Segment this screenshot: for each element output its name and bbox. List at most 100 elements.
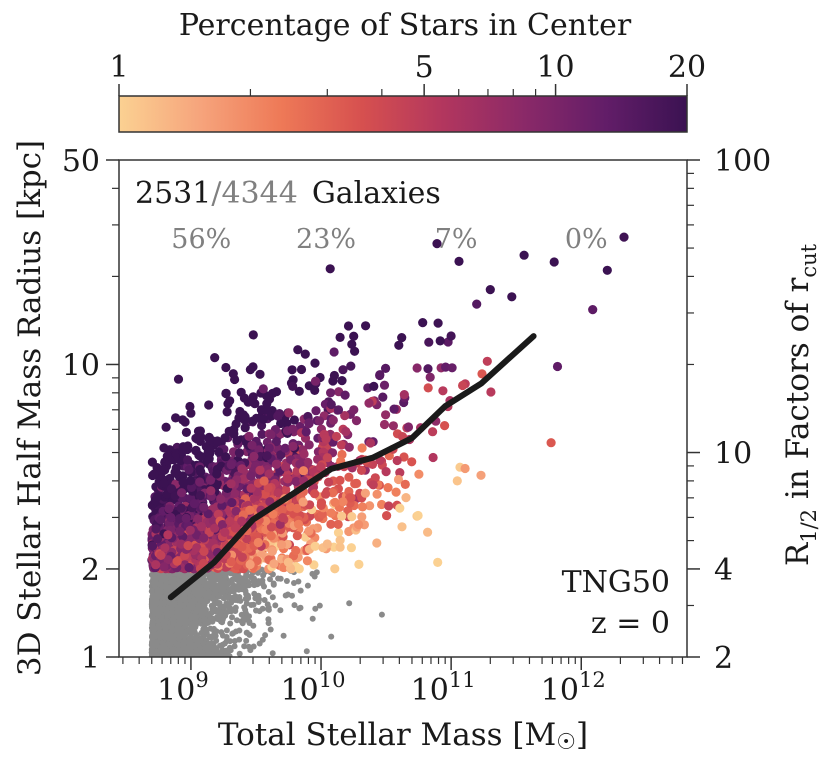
gray-point [217,581,224,588]
gray-point [291,602,298,609]
gray-point [150,596,157,603]
colored-point [226,460,236,470]
colored-point [329,370,339,381]
colored-point [428,452,438,463]
colored-point [255,465,265,475]
colored-point [310,489,320,499]
colored-point [460,463,470,474]
colored-point [263,483,273,493]
colored-point [328,415,338,425]
gray-point [256,608,263,615]
gray-point [309,615,316,622]
gray-point [201,626,208,632]
colored-point [486,387,496,397]
colored-point [346,493,356,503]
gray-point [149,623,156,630]
colored-point [384,501,394,511]
colored-point [351,416,362,426]
colored-point [258,414,268,424]
colored-point [262,399,272,409]
gray-point [167,641,174,648]
bin-percentage: 56% [171,224,231,255]
colored-point [310,385,320,395]
scatter-colored-points [147,232,629,574]
colored-point [372,489,382,499]
gray-point [269,571,276,578]
colored-point [424,337,434,347]
gray-point [167,631,174,638]
colored-point [552,361,563,372]
gray-point [199,649,206,656]
colored-point [397,333,407,343]
colored-point [221,452,231,462]
gray-point [149,651,156,657]
colored-point [340,411,350,421]
colored-point [329,347,339,357]
gray-point [197,645,204,652]
colorbar-title: Percentage of Stars in Center [179,8,632,43]
gray-point [238,611,245,618]
gray-point [328,633,335,640]
gray-point [231,643,238,650]
colored-point [183,455,193,465]
bin-percentage: 0% [565,224,608,255]
gray-point [241,643,248,650]
gray-point [246,618,253,625]
gray-point [187,648,194,654]
colored-point [237,516,247,526]
gray-point [232,608,239,614]
gray-point [213,637,220,644]
colored-point [162,451,172,461]
y-tick-label: 10 [62,348,100,383]
colored-point [289,415,299,425]
colored-point [333,405,344,415]
colored-point [379,419,390,430]
colored-point [159,562,169,572]
x-tick-label: 1010 [281,668,346,708]
colored-point [227,498,237,508]
colored-point [333,519,343,530]
colored-point [322,453,333,463]
gray-point [195,582,202,588]
colored-point [418,318,428,328]
colored-point [381,467,391,477]
colored-point [338,365,348,375]
gray-point [222,573,229,580]
colored-point [171,413,181,423]
colored-point [255,369,265,379]
colored-point [300,349,310,359]
colored-point [452,476,462,486]
x-tick-label: 109 [157,668,209,708]
gray-point [241,617,248,623]
colored-point [477,369,487,379]
colored-point [283,474,293,484]
colored-point [250,399,260,409]
gray-point [261,583,267,590]
colored-point [316,500,326,510]
colored-point [389,404,399,414]
gray-point [206,589,213,596]
gray-point [203,583,210,590]
colored-point [349,405,359,415]
gray-point [154,587,161,594]
gray-point [213,628,220,635]
gray-point [159,616,165,623]
colored-point [193,514,203,524]
gray-point [277,575,284,582]
y2-tick-label: 2 [714,641,733,676]
colored-point [210,523,220,533]
colored-point [273,488,283,498]
colored-point [423,383,433,393]
colored-point [401,493,411,503]
gray-point [150,615,157,622]
colored-point [283,557,293,567]
gray-point [176,647,183,654]
gray-point [316,602,323,609]
colored-point [181,427,191,437]
gray-point [151,633,158,640]
colored-point [296,364,307,375]
colored-point [372,538,382,548]
colored-point [336,440,346,450]
colored-point [185,476,195,486]
gray-point [221,587,228,594]
